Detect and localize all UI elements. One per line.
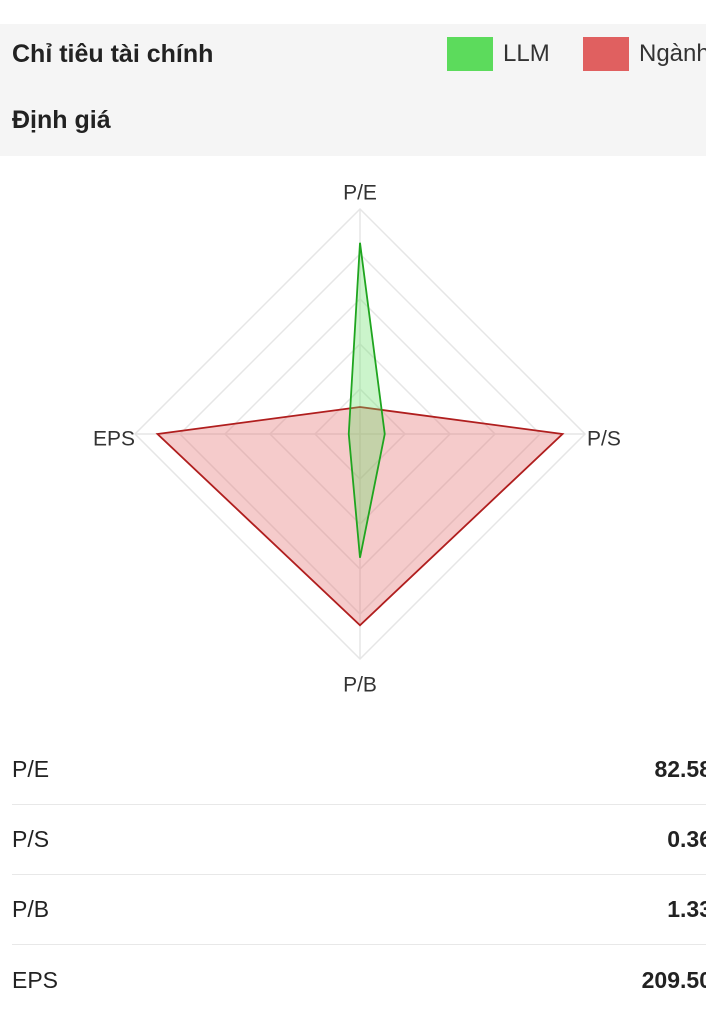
radar-svg: P/E P/S P/B EPS bbox=[93, 182, 621, 697]
metric-name: P/E bbox=[12, 756, 50, 782]
section-title: Chỉ tiêu tài chính bbox=[12, 40, 214, 68]
legend-swatch-nganh bbox=[583, 37, 629, 71]
legend-label-llm: LLM bbox=[503, 40, 550, 67]
metric-value: 1.33 bbox=[667, 896, 706, 922]
radar-series-llm bbox=[347, 242, 386, 558]
radar-chart: P/E P/S P/B EPS bbox=[0, 160, 706, 720]
legend-label-nganh: Ngành bbox=[639, 40, 706, 67]
legend-swatch-llm bbox=[447, 37, 493, 71]
metric-row-ps: P/S 0.36 bbox=[12, 805, 706, 875]
metric-value: 209.50 bbox=[641, 966, 706, 993]
subsection-title: Định giá bbox=[12, 106, 111, 134]
metric-row-pe: P/E 82.58 bbox=[12, 735, 706, 805]
metric-value: 0.36 bbox=[667, 826, 706, 852]
metric-name: P/B bbox=[12, 896, 50, 922]
metrics-table: P/E 82.58 P/S 0.36 P/B 1.33 EPS 209.50 bbox=[12, 735, 706, 1015]
metric-row-eps: EPS 209.50 bbox=[12, 945, 706, 1015]
metric-row-pb: P/B 1.33 bbox=[12, 875, 706, 945]
radar-series-ngnh bbox=[155, 406, 565, 627]
metric-value: 82.58 bbox=[654, 756, 706, 782]
radar-axis-label-eps: EPS bbox=[93, 428, 135, 451]
radar-axis-label-pb: P/B bbox=[343, 674, 377, 697]
legend-item-llm[interactable]: LLM bbox=[447, 36, 550, 72]
legend-item-nganh[interactable]: Ngành bbox=[583, 36, 706, 72]
radar-axis-label-ps: P/S bbox=[587, 428, 621, 451]
radar-axis-label-pe: P/E bbox=[343, 182, 377, 205]
metric-name: EPS bbox=[12, 966, 59, 993]
metric-name: P/S bbox=[12, 826, 50, 852]
